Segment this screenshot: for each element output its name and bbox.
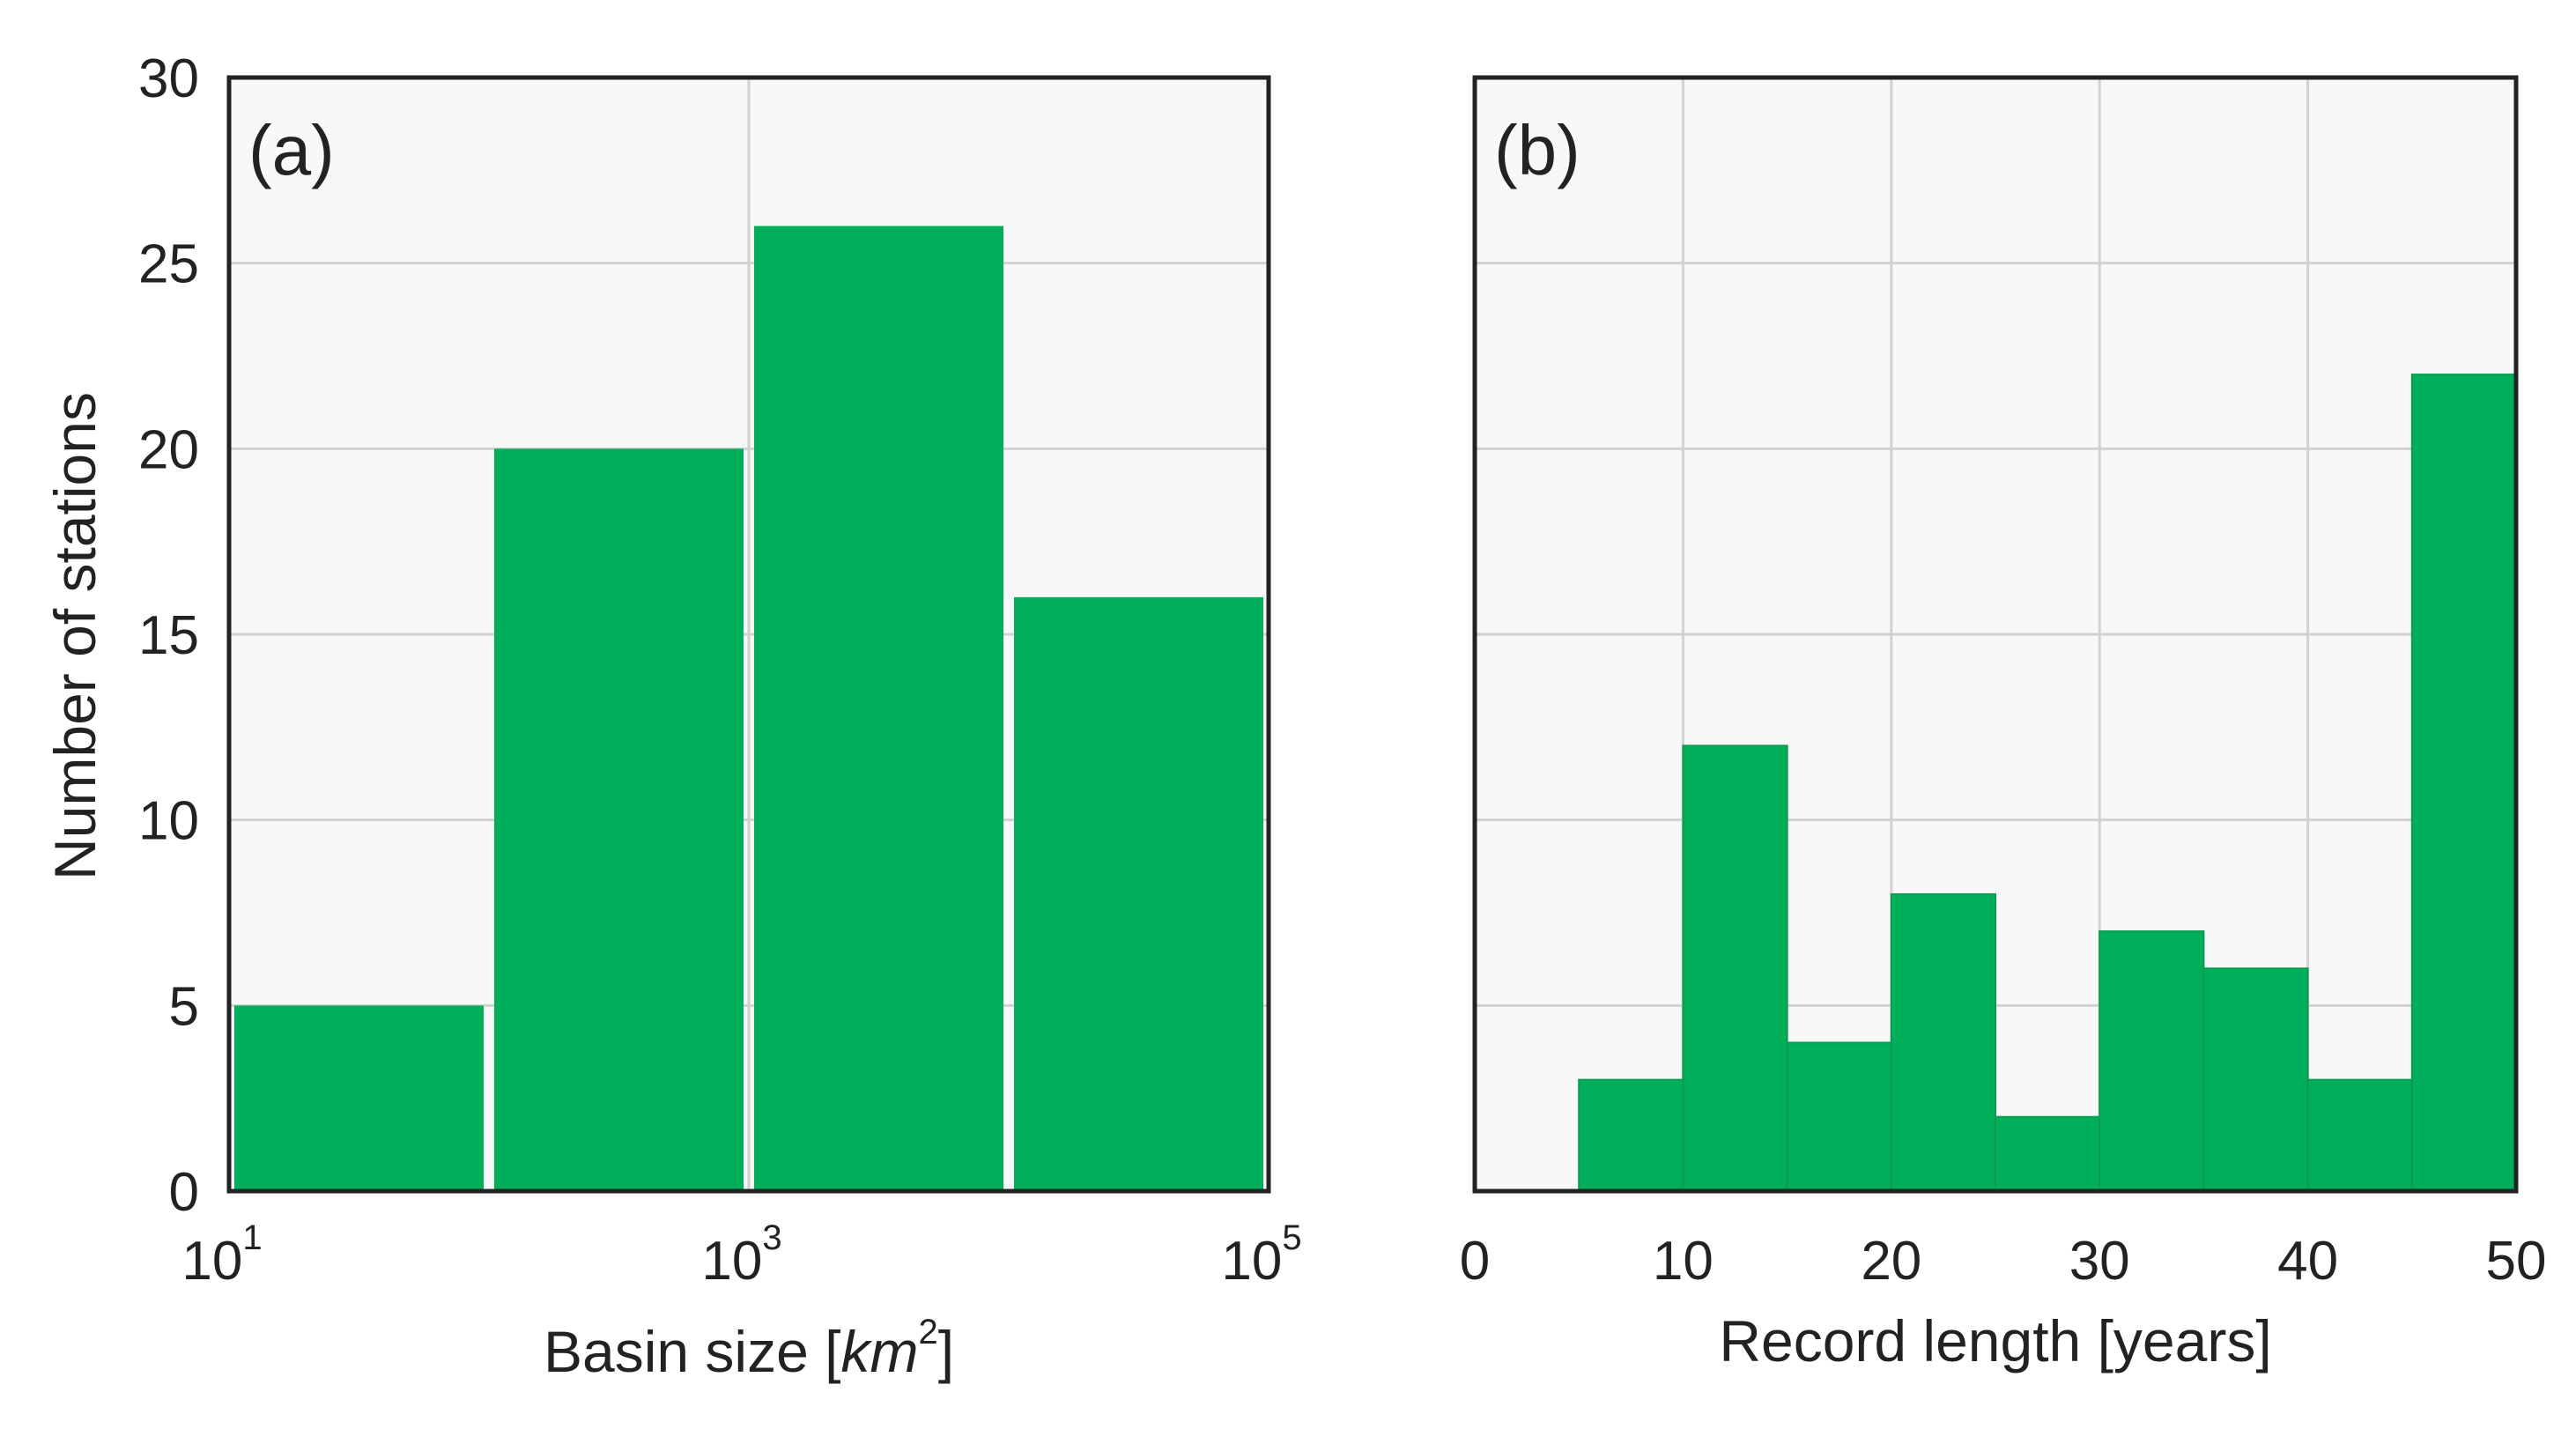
x-tick-exponent: 1 (242, 1218, 262, 1257)
x-tick-exponent: 3 (762, 1218, 781, 1257)
histogram-bar (2099, 930, 2205, 1192)
x-tick-base: 10 (1221, 1231, 1282, 1292)
x-tick-exponent: 5 (1282, 1218, 1301, 1257)
y-tick-label: 30 (138, 48, 199, 109)
x-tick-label: 40 (2277, 1231, 2338, 1292)
y-tick-label: 25 (138, 234, 199, 295)
histogram-bar (2306, 1078, 2413, 1192)
y-tick-label: 15 (138, 605, 199, 666)
y-tick-label: 10 (138, 791, 199, 852)
x-axis-title-unit: km (840, 1319, 918, 1384)
x-tick-base: 10 (181, 1231, 242, 1292)
x-tick-label: 30 (2069, 1231, 2130, 1292)
histogram-bar (1890, 892, 1997, 1193)
x-tick-label: 105 (1221, 1218, 1301, 1292)
y-tick-label: 5 (169, 976, 199, 1037)
panel-b: (b) 0 10 20 30 40 50 Record length [years] (1460, 75, 2547, 1373)
x-axis-title: Record length [years] (1719, 1308, 2271, 1373)
histogram-bar (2202, 967, 2309, 1192)
histogram-bar (2410, 374, 2518, 1193)
plot-frame (1472, 75, 2519, 1194)
x-tick-label: 0 (1460, 1231, 1490, 1292)
x-tick-label: 101 (181, 1218, 262, 1292)
y-tick-label: 20 (138, 419, 199, 480)
x-axis-title: Basin size [km2] (544, 1313, 954, 1384)
histogram-bar (1682, 744, 1788, 1193)
panel-label: (a) (248, 111, 335, 189)
histogram-bar (1578, 1078, 1684, 1192)
histogram-bar (1786, 1041, 1892, 1193)
x-axis-title-suffix: ] (938, 1319, 954, 1384)
histogram-bar (494, 448, 744, 1191)
y-tick-label: 0 (169, 1162, 199, 1223)
x-tick-base: 10 (701, 1231, 762, 1292)
panel-label: (b) (1494, 111, 1580, 189)
plot-frame (226, 75, 1271, 1194)
x-tick-label: 20 (1861, 1231, 1921, 1292)
x-tick-label: 10 (1653, 1231, 1714, 1292)
histogram-bar (1995, 1115, 2101, 1192)
histogram-bar (754, 226, 1003, 1191)
histogram-bar (1014, 596, 1263, 1191)
x-axis-title-prefix: Basin size [ (544, 1319, 840, 1384)
histogram-bar (234, 1005, 484, 1191)
x-axis-title-exponent: 2 (918, 1313, 937, 1351)
x-tick-label: 50 (2486, 1231, 2547, 1292)
y-axis-title: Number of stations (42, 392, 107, 880)
x-tick-label: 103 (701, 1218, 781, 1292)
